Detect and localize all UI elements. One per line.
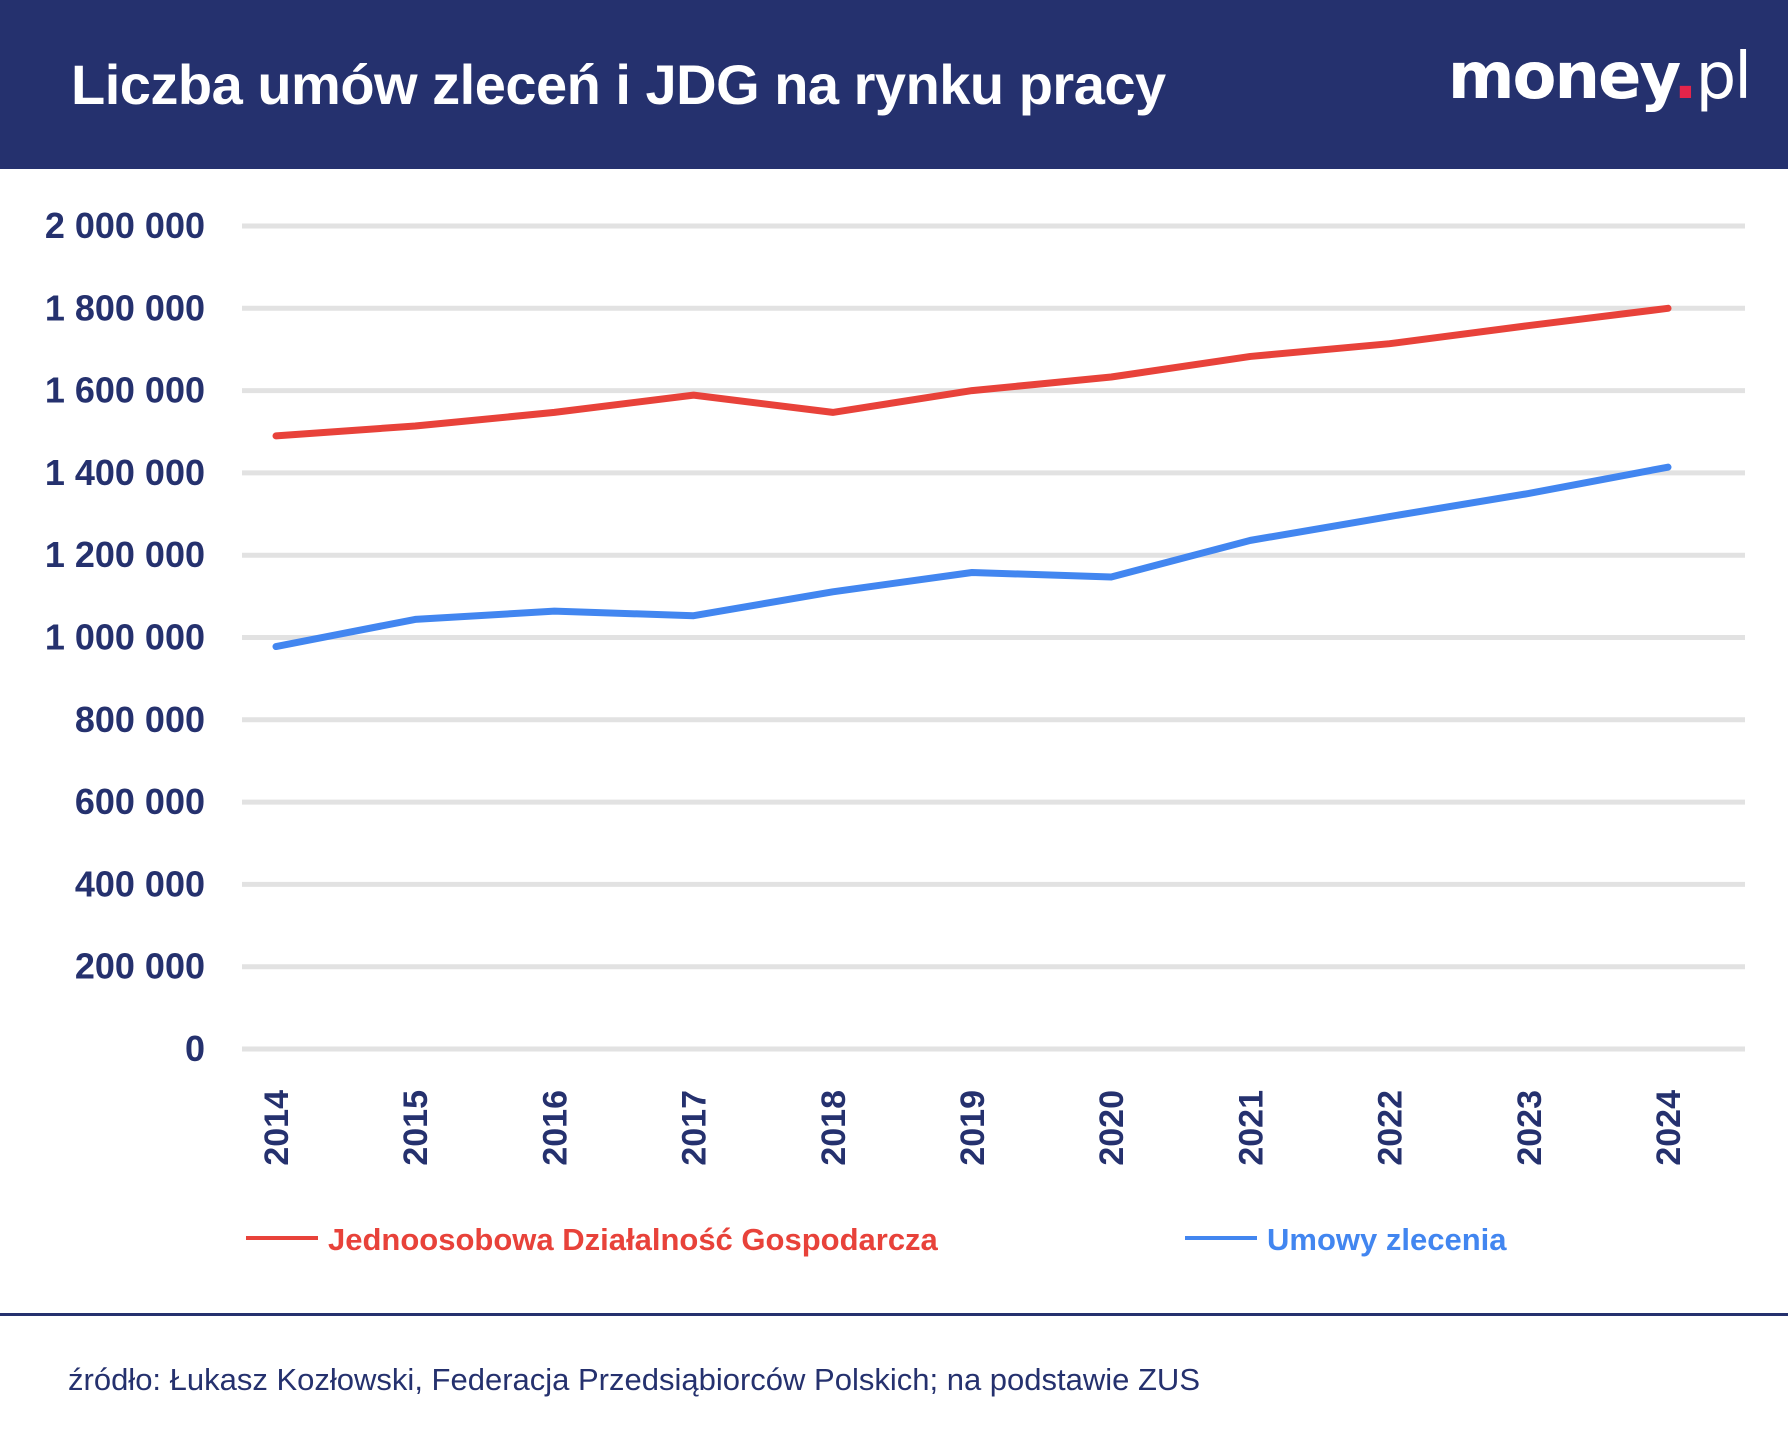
- chart-title: Liczba umów zleceń i JDG na rynku pracy: [71, 53, 1166, 116]
- footer-divider: [0, 1313, 1788, 1316]
- y-tick-label: 600 000: [75, 781, 205, 822]
- y-tick-label: 1 000 000: [45, 617, 205, 658]
- y-tick-label: 1 200 000: [45, 534, 205, 575]
- x-tick-label: 2014: [258, 1090, 296, 1166]
- x-tick-label: 2022: [1372, 1090, 1410, 1166]
- money-pl-logo: money.pl: [1447, 40, 1752, 114]
- legend-label: Jednoosobowa Działalność Gospodarcza: [328, 1222, 939, 1257]
- series-line-1: [272, 463, 1672, 651]
- y-tick-label: 1 800 000: [45, 287, 205, 328]
- x-tick-label: 2015: [397, 1090, 435, 1166]
- x-tick-label: 2016: [536, 1090, 574, 1166]
- series-line-0: [272, 304, 1672, 440]
- y-tick-label: 1 400 000: [45, 452, 205, 493]
- x-tick-label: 2020: [1093, 1090, 1131, 1166]
- x-tick-label: 2021: [1232, 1090, 1270, 1166]
- x-tick-label: 2019: [954, 1090, 992, 1166]
- y-tick-label: 200 000: [75, 946, 205, 987]
- legend-label: Umowy zlecenia: [1267, 1222, 1507, 1257]
- y-tick-label: 2 000 000: [45, 205, 205, 246]
- x-tick-label: 2018: [815, 1090, 853, 1166]
- line-chart: 0 200 000 400 000 600 000 800 000 1 000 000 1 …: [45, 205, 1745, 1257]
- x-tick-label: 2023: [1511, 1090, 1549, 1166]
- y-tick-label: 1 600 000: [45, 370, 205, 411]
- source-note: źródło: Łukasz Kozłowski, Federacja Prze…: [68, 1362, 1200, 1397]
- y-tick-label: 0: [185, 1028, 205, 1069]
- header: Liczba umów zleceń i JDG na rynku pracy …: [0, 0, 1788, 169]
- x-tick-label: 2024: [1650, 1090, 1688, 1166]
- x-tick-label: 2017: [676, 1090, 714, 1166]
- y-tick-label: 400 000: [75, 863, 205, 904]
- y-tick-label: 800 000: [75, 699, 205, 740]
